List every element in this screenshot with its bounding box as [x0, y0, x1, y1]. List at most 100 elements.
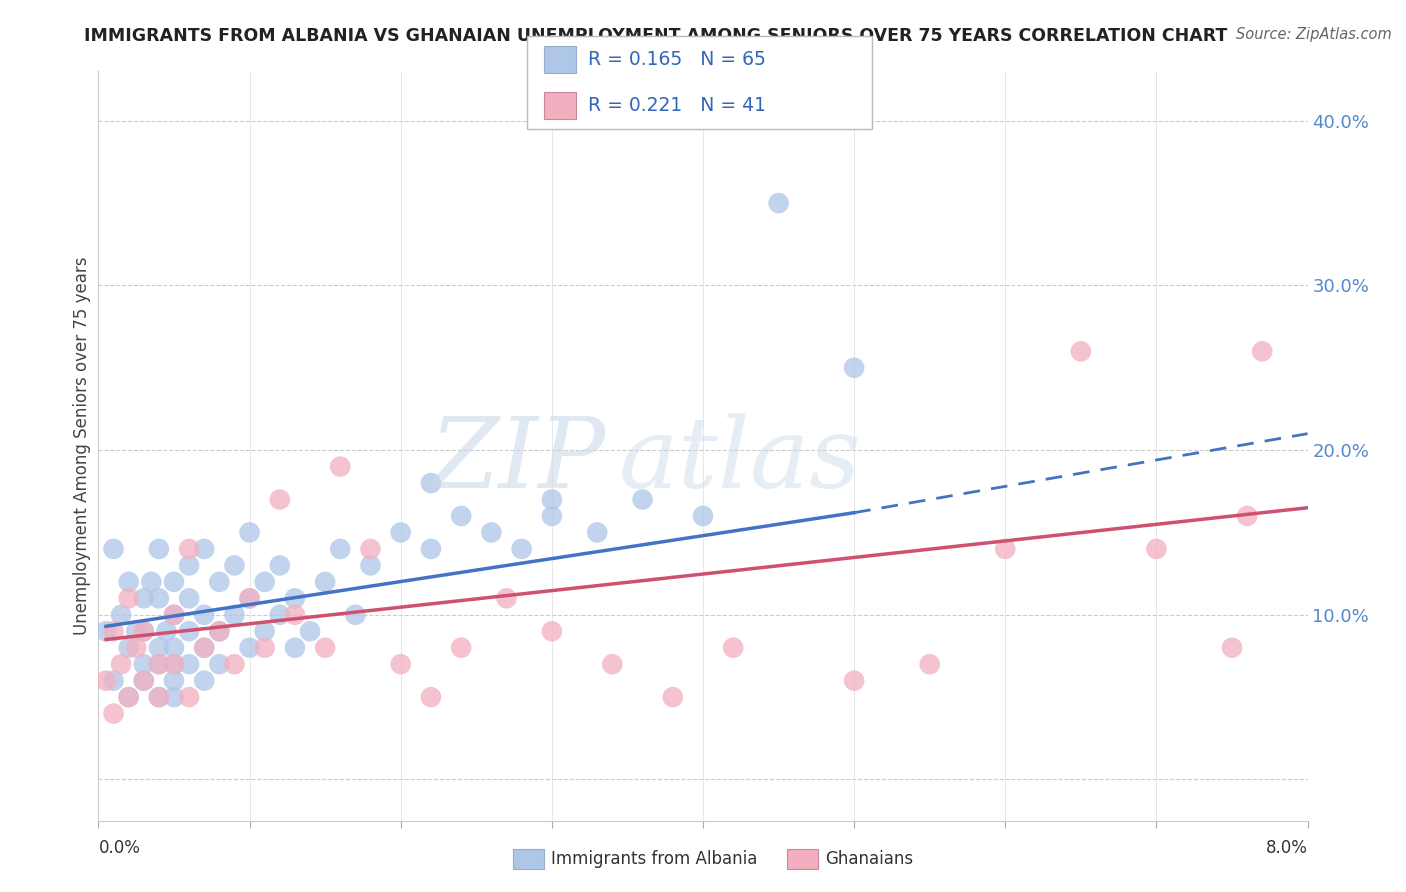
Y-axis label: Unemployment Among Seniors over 75 years: Unemployment Among Seniors over 75 years: [73, 257, 91, 635]
Point: [844, 673, 866, 688]
Point: [132, 624, 155, 639]
Text: 0.0%: 0.0%: [98, 839, 141, 857]
Point: [193, 640, 215, 655]
Point: [1251, 344, 1274, 359]
Point: [540, 508, 562, 523]
Point: [179, 690, 201, 705]
Point: [994, 541, 1017, 556]
Point: [103, 673, 125, 688]
Point: [420, 476, 443, 491]
Point: [481, 525, 503, 540]
Point: [420, 690, 443, 705]
Point: [110, 607, 132, 622]
Point: [510, 541, 533, 556]
Point: [329, 541, 352, 556]
Point: [540, 624, 562, 639]
Point: [1220, 640, 1243, 655]
Point: [118, 640, 141, 655]
Point: [450, 508, 472, 523]
Point: [148, 690, 170, 705]
Point: [768, 196, 790, 211]
Point: [163, 673, 186, 688]
Point: [299, 624, 322, 639]
Text: R = 0.221   N = 41: R = 0.221 N = 41: [588, 95, 766, 115]
Point: [148, 657, 170, 672]
Point: [208, 574, 231, 589]
Point: [284, 607, 307, 622]
Point: [239, 591, 262, 606]
Point: [723, 640, 745, 655]
Point: [602, 657, 624, 672]
Point: [125, 624, 148, 639]
Point: [163, 640, 186, 655]
Point: [193, 640, 215, 655]
Point: [918, 657, 941, 672]
Point: [420, 541, 443, 556]
Point: [179, 624, 201, 639]
Point: [132, 657, 155, 672]
Point: [253, 574, 276, 589]
Point: [94, 624, 117, 639]
Point: [284, 591, 307, 606]
Point: [94, 673, 117, 688]
Point: [155, 624, 177, 639]
Point: [631, 492, 654, 507]
Point: [208, 624, 231, 639]
Text: Ghanaians: Ghanaians: [825, 850, 914, 868]
Point: [118, 591, 141, 606]
Point: [179, 657, 201, 672]
Point: [118, 690, 141, 705]
Point: [163, 607, 186, 622]
Point: [163, 657, 186, 672]
Point: [360, 541, 382, 556]
Point: [540, 492, 562, 507]
Point: [692, 508, 714, 523]
Point: [208, 657, 231, 672]
Point: [103, 541, 125, 556]
Point: [193, 673, 215, 688]
Point: [239, 525, 262, 540]
Point: [389, 525, 412, 540]
Point: [132, 673, 155, 688]
Point: [148, 690, 170, 705]
Point: [239, 591, 262, 606]
Point: [103, 706, 125, 721]
Point: [844, 360, 866, 375]
Point: [208, 624, 231, 639]
Point: [118, 574, 141, 589]
Point: [329, 459, 352, 474]
Point: [586, 525, 609, 540]
Point: [132, 624, 155, 639]
Text: Immigrants from Albania: Immigrants from Albania: [551, 850, 758, 868]
Point: [661, 690, 683, 705]
Point: [141, 574, 163, 589]
Point: [148, 591, 170, 606]
Text: IMMIGRANTS FROM ALBANIA VS GHANAIAN UNEMPLOYMENT AMONG SENIORS OVER 75 YEARS COR: IMMIGRANTS FROM ALBANIA VS GHANAIAN UNEM…: [84, 27, 1227, 45]
Point: [360, 558, 382, 573]
Point: [179, 558, 201, 573]
Text: Source: ZipAtlas.com: Source: ZipAtlas.com: [1236, 27, 1392, 42]
Point: [344, 607, 367, 622]
Point: [163, 607, 186, 622]
Text: R = 0.165   N = 65: R = 0.165 N = 65: [588, 50, 766, 70]
Point: [253, 624, 276, 639]
Text: 8.0%: 8.0%: [1265, 839, 1308, 857]
Point: [193, 541, 215, 556]
Point: [450, 640, 472, 655]
Point: [269, 492, 291, 507]
Point: [179, 591, 201, 606]
Point: [1146, 541, 1168, 556]
Point: [224, 657, 246, 672]
Point: [224, 558, 246, 573]
Point: [269, 607, 291, 622]
Point: [314, 574, 336, 589]
Point: [389, 657, 412, 672]
Point: [193, 607, 215, 622]
Point: [284, 640, 307, 655]
Point: [314, 640, 336, 655]
Point: [1070, 344, 1092, 359]
Point: [148, 541, 170, 556]
Point: [163, 657, 186, 672]
Point: [495, 591, 517, 606]
Point: [179, 541, 201, 556]
